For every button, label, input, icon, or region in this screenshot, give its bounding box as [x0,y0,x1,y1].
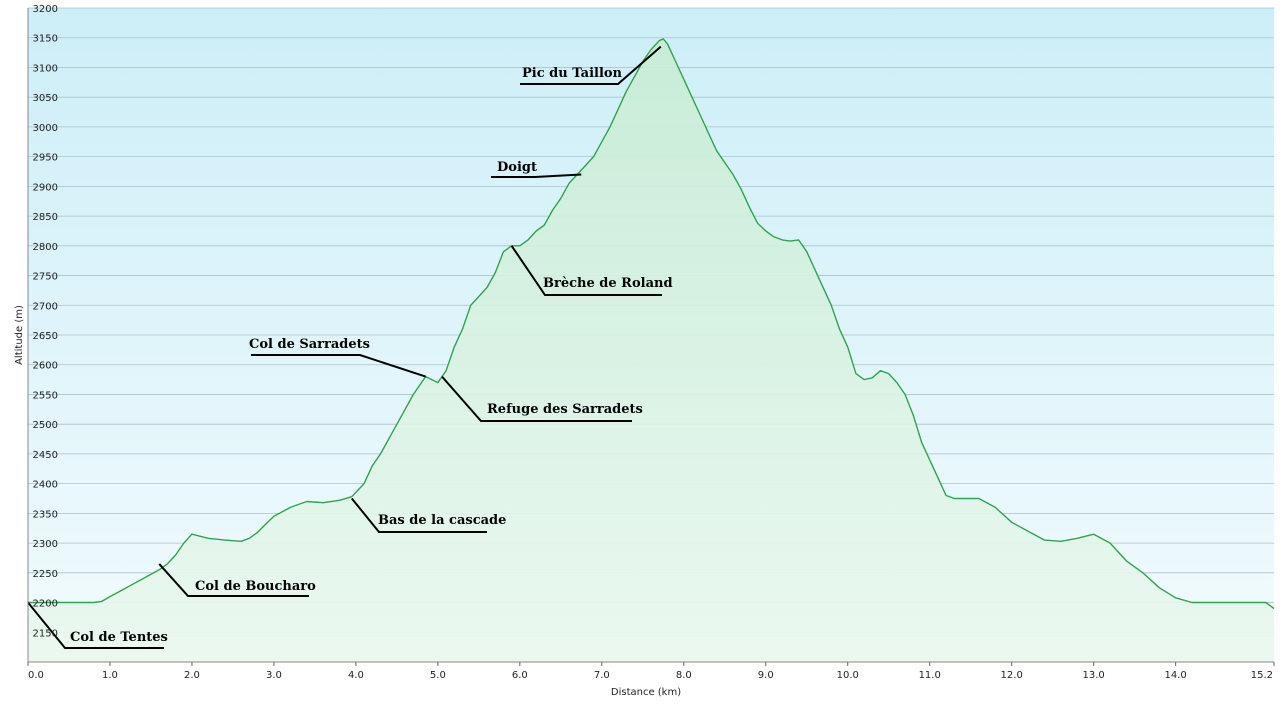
x-tick-label: 13.0 [1083,670,1105,681]
annotation-label: Bas de la cascade [378,513,506,528]
x-tick-label: 14.0 [1164,670,1186,681]
annotation-col-de-tentes: Col de Tentes [27,601,168,649]
x-tick-label: 12.0 [1001,670,1023,681]
y-tick-label: 3150 [33,34,58,45]
y-tick-label: 2950 [33,153,58,164]
annotation-label: Doigt [497,160,537,175]
x-tick-label: 11.0 [919,670,941,681]
y-tick-label: 2850 [33,212,58,223]
y-tick-label: 2350 [33,509,58,520]
y-tick-label: 2900 [33,182,58,193]
y-tick-label: 2500 [33,420,58,431]
annotation-leader [351,497,487,533]
y-tick-label: 3100 [33,63,58,74]
y-tick-label: 2300 [33,539,58,550]
elevation-line [28,38,1275,610]
y-tick-label: 2250 [33,569,58,580]
y-tick-label: 2450 [33,450,58,461]
y-tick-label: 3200 [33,4,58,15]
x-axis-title: Distance (km) [611,687,681,698]
annotation-leader [27,601,164,649]
y-tick-label: 3050 [33,93,58,104]
x-tick-label: 10.0 [837,670,859,681]
annotation-leader [441,375,632,422]
annotation-label: Col de Tentes [70,630,168,645]
x-axis-ticks: 0.0 1.0 2.0 3.0 4.0 5.0 6.0 7.0 8.0 9.0 10.0 11.0 12… [27,662,1275,681]
x-tick-label: 8.0 [676,670,692,681]
y-tick-label: 2200 [33,599,58,610]
y-tick-label: 2550 [33,390,58,401]
x-tick-label: 9.0 [758,670,774,681]
annotation-bas-de-la-cascade: Bas de la cascade [351,497,506,533]
annotation-leader [251,354,426,378]
annotation-br-che-de-roland: Brèche de Roland [510,245,673,296]
x-tick-label: 1.0 [102,670,118,681]
elevation-area [28,38,1274,662]
y-tick-label: 2750 [33,272,58,283]
y-tick-label: 2650 [33,331,58,342]
x-tick-label: 4.0 [348,670,364,681]
x-tick-label: 15.2 [1251,670,1273,681]
annotation-leader [510,245,662,296]
annotation-label: Refuge des Sarradets [487,402,643,417]
y-tick-label: 2400 [33,480,58,491]
y-tick-label: 2600 [33,361,58,372]
y-tick-label: 2800 [33,242,58,253]
x-tick-label: 6.0 [512,670,528,681]
annotation-refuge-des-sarradets: Refuge des Sarradets [441,375,643,422]
annotation-col-de-sarradets: Col de Sarradets [249,337,426,378]
y-axis-title: Altitude (m) [14,305,25,365]
x-tick-label: 0.0 [28,670,44,681]
annotation-label: Col de Boucharo [195,579,316,594]
annotation-leader [520,45,662,85]
x-tick-label: 3.0 [266,670,282,681]
y-tick-label: 2150 [33,628,58,639]
x-tick-label: 7.0 [594,670,610,681]
y-tick-label: 3000 [33,123,58,134]
annotation-label: Brèche de Roland [543,276,673,291]
y-tick-label: 2700 [33,301,58,312]
x-tick-label: 5.0 [430,670,446,681]
annotation-doigt: Doigt [491,160,582,178]
annotation-leader [158,563,309,597]
annotation-leader [491,173,582,178]
annotation-pic-du-taillon: Pic du Taillon [520,45,662,85]
x-tick-label: 2.0 [184,670,200,681]
elevation-area-fill [28,38,1274,662]
annotation-label: Pic du Taillon [522,66,623,81]
elevation-series-line [28,38,1275,610]
y-axis-ticks: 2150 2200 2250 2300 2350 2400 2450 2500 2550 2600… [33,4,58,639]
annotation-label: Col de Sarradets [249,337,370,352]
annotations: Pic du Taillon Doigt Brèche de Roland Col d… [27,45,673,649]
annotation-col-de-boucharo: Col de Boucharo [158,563,316,597]
